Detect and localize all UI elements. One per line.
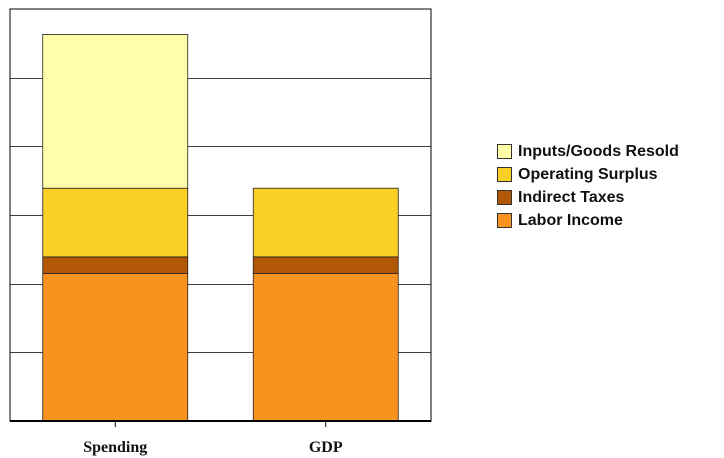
legend-item: Inputs/Goods Resold (497, 140, 679, 163)
bar-segment (42, 187, 189, 258)
legend-swatch (497, 213, 512, 228)
legend: Inputs/Goods Resold Operating Surplus In… (497, 140, 679, 232)
bar-segment (252, 256, 399, 274)
x-tick-label: Spending (83, 439, 147, 456)
x-tick-labels: Spending GDP (83, 439, 343, 456)
legend-label: Indirect Taxes (518, 188, 625, 206)
legend-swatch (497, 167, 512, 182)
x-tick-label: GDP (309, 439, 343, 456)
legend-swatch (497, 190, 512, 205)
legend-label: Inputs/Goods Resold (518, 142, 679, 160)
bar-segment (42, 256, 189, 274)
legend-label: Operating Surplus (518, 165, 658, 183)
bar-segment (42, 272, 189, 422)
legend-item: Indirect Taxes (497, 186, 679, 209)
legend-swatch (497, 144, 512, 159)
bar-segment (42, 34, 189, 189)
legend-label: Labor Income (518, 211, 623, 229)
legend-item: Operating Surplus (497, 163, 679, 186)
axes (9, 8, 432, 427)
bars (42, 34, 399, 422)
legend-item: Labor Income (497, 209, 679, 232)
bar-segment (252, 187, 399, 258)
bar-segment (252, 272, 399, 422)
